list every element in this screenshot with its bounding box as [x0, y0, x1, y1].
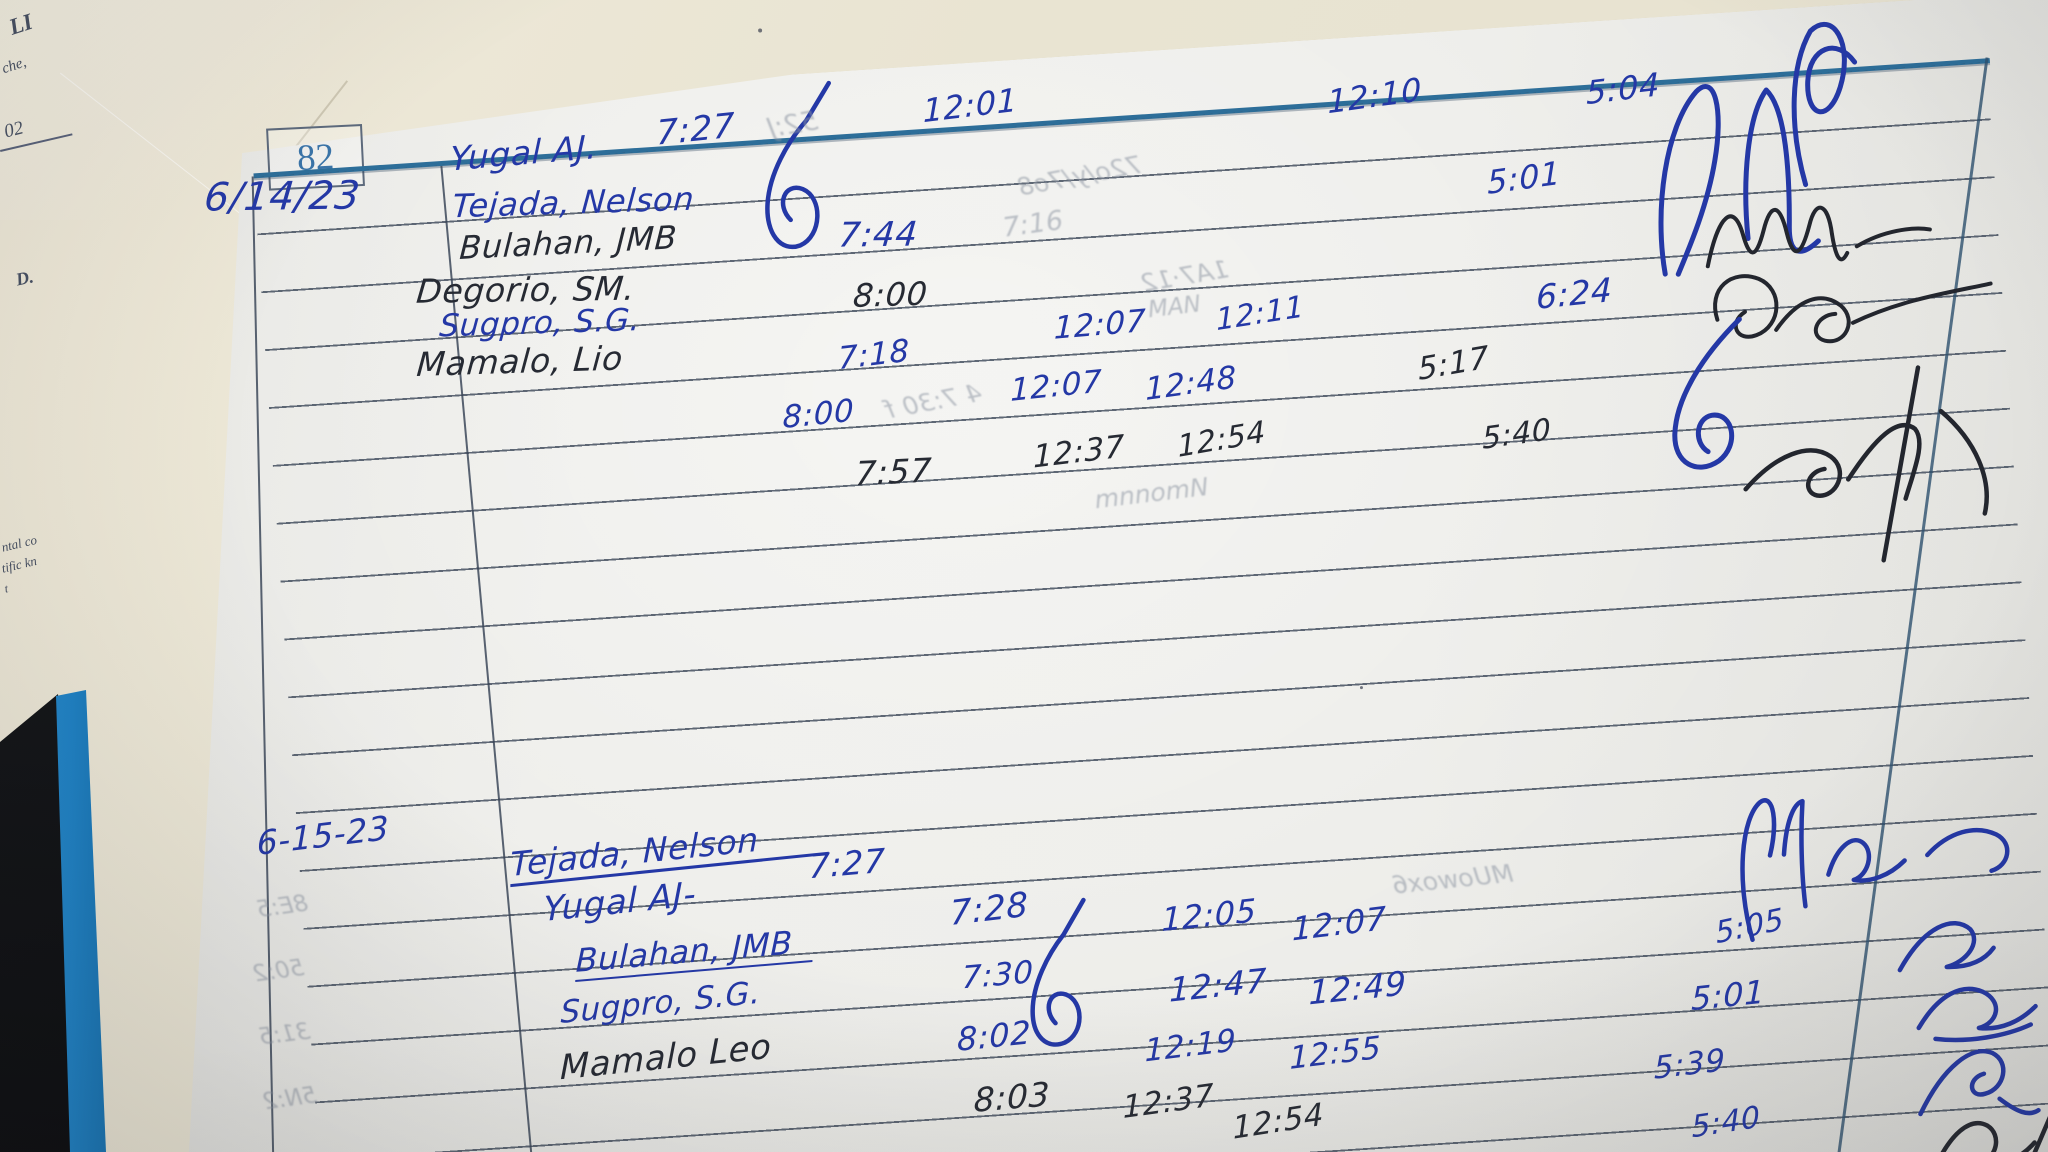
paper-fragment: 02	[2, 117, 26, 143]
paper-fragment: tific kn	[0, 552, 39, 576]
time-in: 7:27	[656, 105, 736, 154]
notebook-page: 82 6/14/23 Yugal AJ. Tejada, Nelson Bula…	[100, 0, 2048, 1152]
paper-fragment: ntal co	[0, 531, 39, 555]
time-in: 7:27	[808, 840, 886, 887]
signature-mark	[1740, 798, 2010, 943]
time-out: 5:01	[1690, 972, 1766, 1019]
signature-mark	[1897, 920, 1996, 973]
signature-mark	[1916, 986, 2038, 1043]
signature-mark	[1918, 1049, 2041, 1117]
desk-surface	[0, 694, 92, 1152]
time-in: 8:03	[973, 1074, 1051, 1120]
signature-mark	[1713, 274, 1993, 344]
time-in: 8:00	[851, 274, 930, 315]
time-in: 7:57	[854, 450, 934, 494]
time-out: 6:24	[1536, 269, 1613, 317]
signature-mark	[1705, 205, 1932, 269]
checkmark-flourish	[765, 80, 831, 250]
date-entry: 6/14/23	[202, 173, 363, 221]
worker-name: Mamalo, Lio	[415, 338, 625, 385]
ink-dot	[757, 28, 763, 33]
paper-fragment: t	[3, 581, 10, 596]
paper-fragment: LI	[6, 8, 36, 40]
signature-mark	[1929, 1098, 2048, 1152]
paper-fragment: che,	[0, 54, 29, 78]
signature-mark	[1743, 365, 1989, 563]
time-in: 8:00	[782, 392, 855, 437]
checkmark-flourish	[1030, 897, 1086, 1047]
signature-mark	[1791, 21, 1858, 188]
signature-mark	[1672, 316, 1742, 470]
paper-fragment: D.	[14, 266, 36, 290]
